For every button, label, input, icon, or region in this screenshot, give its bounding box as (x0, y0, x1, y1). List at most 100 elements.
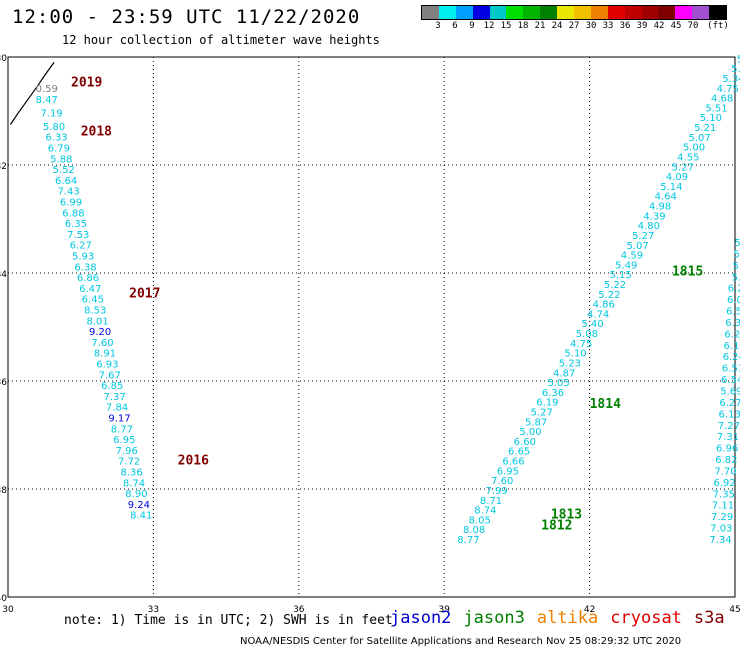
wave-height-reading: 5.05 (548, 378, 570, 389)
legend-swatch (590, 6, 608, 19)
wave-height-reading: 8.74 (474, 506, 496, 517)
orbit-number-label: 1812 (541, 519, 572, 534)
legend-tick-label: 27 (568, 21, 580, 31)
wave-height-reading: 7.37 (103, 392, 125, 403)
wave-height-reading: 5.08 (576, 329, 598, 340)
wave-height-reading: 7.60 (91, 338, 113, 349)
wave-height-reading: 6.79 (48, 144, 70, 155)
satellite-legend-altika: altika (536, 608, 599, 628)
wave-height-reading: 9.17 (108, 414, 130, 425)
wave-height-reading: 5.87 (525, 417, 547, 428)
wave-height-reading: 0.59 (36, 84, 58, 95)
wave-height-reading: 7.27 (718, 421, 740, 432)
wave-height-reading: 5.49 (615, 260, 637, 271)
wave-height-reading: 4.64 (655, 192, 677, 203)
legend-tick-label: 39 (636, 21, 648, 31)
wave-height-reading: 9.24 (128, 500, 150, 511)
wave-height-reading: 6.82 (715, 455, 737, 466)
orbit-number-label: 2018 (81, 124, 112, 139)
wave-height-reading: 6.95 (497, 466, 519, 477)
legend-tick-label: 33 (602, 21, 614, 31)
wave-height-reading: 4.75 (717, 84, 739, 95)
orbit-number-label: 2019 (71, 76, 102, 91)
wave-height-reading: 4.68 (711, 94, 733, 105)
wave-height-reading: 7.11 (712, 501, 734, 512)
wave-height-reading: 4.80 (638, 221, 660, 232)
wave-height-reading: 5.40 (581, 319, 603, 330)
wave-height-reading: 7.99 (485, 486, 507, 497)
legend-tick-label: 36 (619, 21, 631, 31)
wave-height-reading: 6.24 (723, 352, 740, 363)
legend-swatch (422, 6, 439, 19)
latitude-tick-label: -38 (0, 486, 7, 496)
wave-height-reading: 7.72 (118, 457, 140, 468)
wave-height-reading: 6.03 (727, 295, 740, 306)
legend-swatch (472, 6, 490, 19)
wave-height-reading: 8.91 (94, 349, 116, 360)
wave-height-reading: 7.35 (713, 489, 735, 500)
longitude-tick-label: 39 (438, 605, 450, 615)
wave-height-reading: 7.53 (67, 230, 89, 241)
wave-height-reading: 5.9 (733, 261, 740, 272)
wave-height-reading: 8.01 (87, 316, 109, 327)
wave-height-reading: 6.51 (722, 364, 740, 375)
wave-height-reading: 6.27 (70, 241, 92, 252)
wave-height-reading: 8.53 (84, 306, 106, 317)
legend-swatch (641, 6, 659, 19)
wave-height-reading: 6.95 (113, 435, 135, 446)
orbit-number-label: 1815 (672, 265, 703, 280)
satellite-legend-jason3: jason3 (463, 608, 525, 628)
wave-height-reading: 7.84 (106, 403, 128, 414)
wave-height-reading: 4.75 (570, 339, 592, 350)
wave-height-reading: 4.74 (587, 309, 609, 320)
wave-height-reading: 7.96 (116, 446, 138, 457)
wave-height-reading: 6.14 (724, 341, 740, 352)
wave-height-reading: 5.1 (737, 54, 740, 65)
wave-height-reading: 6.92 (714, 478, 736, 489)
wave-height-reading: 4.98 (649, 202, 671, 213)
wave-height-reading: 7.34 (709, 535, 731, 546)
legend-tick-label: 21 (534, 21, 546, 31)
wave-height-reading: 6.36 (542, 388, 564, 399)
satellite-legend-jason2: jason2 (390, 608, 452, 628)
wave-height-reading: 7.60 (491, 476, 513, 487)
longitude-tick-label: 45 (729, 605, 740, 615)
wave-height-reading: 8.90 (125, 489, 147, 500)
legend-tick-label: 3 (435, 21, 441, 31)
wave-height-reading: 4.39 (643, 211, 665, 222)
latitude-tick-label: -30 (0, 54, 7, 64)
wave-height-reading: 5.21 (694, 123, 716, 134)
wave-height-reading: 5.93 (72, 252, 94, 263)
color-scale-legend (421, 5, 727, 20)
wave-height-reading: 5.27 (672, 162, 694, 173)
legend-swatch (624, 6, 642, 19)
wave-height-reading: 5.69 (720, 387, 740, 398)
wave-height-reading: 5.07 (626, 241, 648, 252)
wave-height-reading: 7.70 (714, 466, 736, 477)
wave-height-reading: 8.77 (457, 535, 479, 546)
wave-height-reading: 6.88 (62, 208, 84, 219)
longitude-tick-label: 30 (2, 605, 14, 615)
wave-height-reading: 5.88 (50, 154, 72, 165)
wave-height-reading: 5.9 (733, 249, 740, 260)
wave-height-reading: 5.22 (598, 290, 620, 301)
coastline (9, 62, 55, 125)
legend-tick-label: 45 (670, 21, 682, 31)
wave-height-reading: 6.38 (74, 262, 96, 273)
legend-tick-label: 70 (687, 21, 699, 31)
legend-swatch (523, 6, 541, 19)
wave-height-reading: 5.27 (632, 231, 654, 242)
wave-height-reading: 6.60 (514, 437, 536, 448)
legend-tick-label: 18 (517, 21, 529, 31)
wave-height-reading: 4.86 (593, 300, 615, 311)
map-frame (7, 56, 736, 598)
wave-height-reading: 5.10 (700, 113, 722, 124)
legend-tick-label: 12 (483, 21, 495, 31)
wave-height-reading: 4.09 (666, 172, 688, 183)
legend-swatch (692, 6, 710, 19)
wave-height-reading: 5.07 (688, 133, 710, 144)
wave-height-reading: 7.29 (711, 512, 733, 523)
wave-height-reading: 4.55 (677, 152, 699, 163)
legend-swatch (607, 6, 625, 19)
